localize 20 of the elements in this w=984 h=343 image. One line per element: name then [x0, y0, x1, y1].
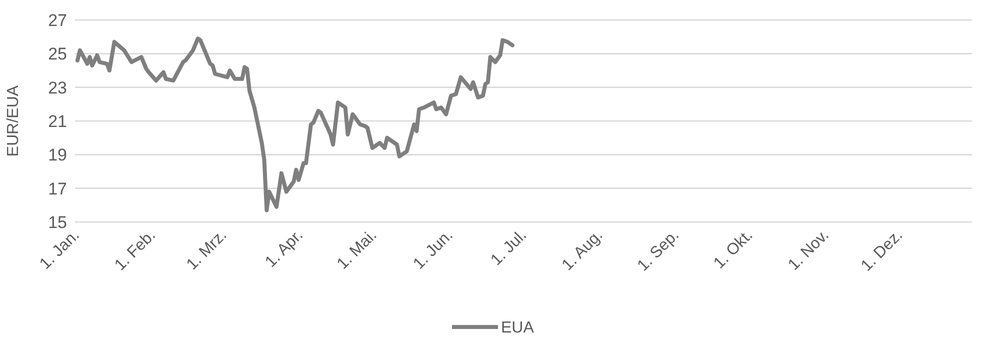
x-tick-label: 1. Jul.	[488, 226, 530, 270]
y-tick-label: 23	[48, 78, 67, 98]
x-tick-label: 1. Feb.	[112, 226, 160, 274]
x-tick-label: 1. Jun.	[410, 226, 456, 273]
x-tick-label: 1. Mai.	[334, 226, 380, 273]
y-tick-label: 19	[48, 146, 67, 165]
x-tick-label: 1. Aug.	[559, 226, 606, 274]
x-tick-label: 1. Dez.	[858, 226, 906, 275]
y-tick-label: 21	[48, 112, 67, 131]
x-tick-label: 1. Okt.	[710, 226, 756, 272]
y-tick-label: 25	[48, 44, 67, 64]
y-axis-title: EUR/EUA	[5, 85, 22, 157]
line-series	[75, 36, 514, 212]
y-tick-label: 27	[48, 10, 67, 30]
x-tick-label: 1. Mrz.	[184, 226, 230, 274]
x-tick-label: 1. Apr.	[262, 226, 306, 271]
x-tick-label: 1. Sep.	[634, 226, 682, 275]
x-tick-label: 1. Nov.	[785, 226, 832, 274]
legend-label: EUA	[501, 320, 534, 337]
y-tick-label: 17	[48, 179, 67, 198]
